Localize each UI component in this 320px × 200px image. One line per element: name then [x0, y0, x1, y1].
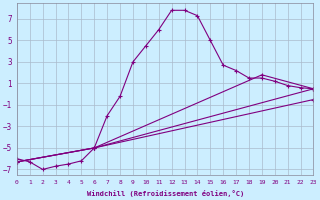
X-axis label: Windchill (Refroidissement éolien,°C): Windchill (Refroidissement éolien,°C)	[86, 190, 244, 197]
